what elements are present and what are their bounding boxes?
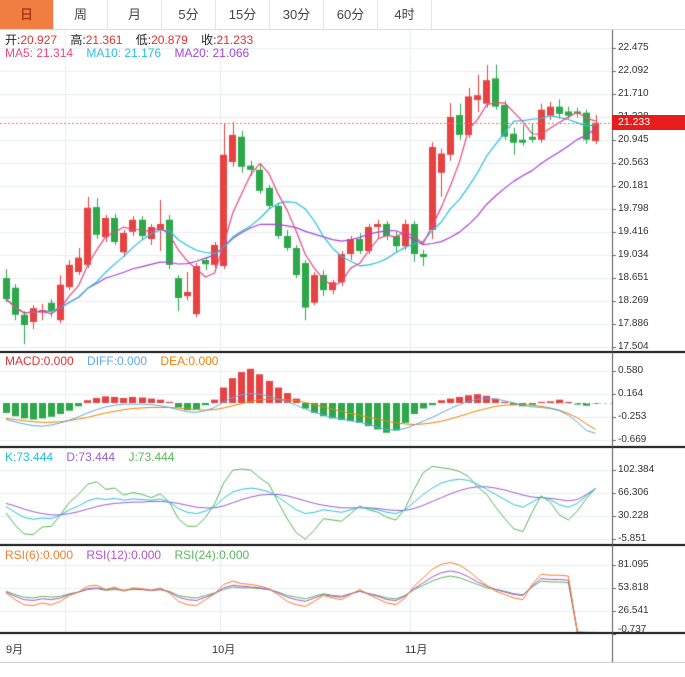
- open-value: 20.927: [20, 33, 58, 47]
- rsi-legend: RSI(6):0.000 RSI(12):0.000 RSI(24):0.000: [5, 548, 259, 562]
- rsi24-value-legend: RSI(24):0.000: [174, 548, 250, 562]
- ma20-legend: MA20: 21.066: [174, 46, 250, 60]
- ma10-legend: MA10: 21.176: [86, 46, 162, 60]
- y-axis-label-kdj: -5.851: [618, 533, 647, 544]
- high-label: 高:: [70, 33, 86, 47]
- low-label: 低:: [135, 33, 152, 47]
- ma-legend: MA5: 21.314 MA10: 21.176 MA20: 21.066: [5, 46, 259, 60]
- high-value: 21.361: [85, 33, 123, 47]
- y-axis-label-rsi: 81.095: [618, 559, 649, 570]
- y-axis-label-price: 19.416: [618, 226, 649, 237]
- timeframe-tab-week[interactable]: 周: [54, 0, 108, 29]
- timeframe-toolbar: 日 周 月 5分 15分 30分 60分 4时: [0, 0, 685, 30]
- current-price-badge: 21.233: [612, 115, 685, 130]
- close-label: 收:: [201, 33, 217, 47]
- timeframe-tab-4hour[interactable]: 4时: [378, 0, 432, 29]
- y-axis-label-price: 19.798: [618, 203, 649, 214]
- open-label: 开:: [5, 33, 21, 47]
- y-axis-label-kdj: 66.306: [618, 487, 649, 498]
- y-axis-label-rsi: -0.737: [618, 624, 647, 635]
- close-value: 21.233: [216, 33, 254, 47]
- j-value-legend: J:73.444: [128, 450, 175, 464]
- timeframe-tab-60min[interactable]: 60分: [324, 0, 378, 29]
- timeframe-tab-15min[interactable]: 15分: [216, 0, 270, 29]
- y-axis-label-price: 17.886: [618, 318, 649, 329]
- ohlc-legend: 开:20.927 高:21.361 低:20.879 收:21.233: [5, 31, 263, 48]
- rsi6-value-legend: RSI(6):0.000: [5, 548, 74, 562]
- y-axis-label-price: 21.710: [618, 88, 649, 99]
- macd-value-legend: MACD:0.000: [5, 354, 74, 368]
- macd-legend: MACD:0.000 DIFF:0.000 DEA:0.000: [5, 354, 228, 368]
- timeframe-tab-month[interactable]: 月: [108, 0, 162, 29]
- y-axis-label-macd: 0.580: [618, 365, 644, 376]
- ma5-legend: MA5: 21.314: [5, 46, 74, 60]
- y-axis-label-price: 20.945: [618, 134, 649, 145]
- k-value-legend: K:73.444: [5, 450, 54, 464]
- chart-canvas[interactable]: [0, 29, 685, 663]
- x-axis-label-month: 9月: [6, 644, 24, 656]
- y-axis-label-price: 18.269: [618, 295, 649, 306]
- x-axis-label-month: 11月: [405, 644, 428, 656]
- low-value: 20.879: [151, 33, 188, 47]
- y-axis-label-macd: -0.669: [618, 433, 647, 445]
- y-axis-label-kdj: 30.228: [618, 510, 649, 521]
- timeframe-tab-5min[interactable]: 5分: [162, 0, 216, 29]
- kdj-legend: K:73.444 D:73.444 J:73.444: [5, 450, 184, 464]
- y-axis-label-price: 22.475: [618, 42, 649, 53]
- y-axis-label-price: 20.563: [618, 157, 649, 168]
- y-axis-label-price: 18.651: [618, 272, 649, 283]
- y-axis-label-macd: -0.253: [618, 410, 647, 422]
- y-axis-label-kdj: 102.384: [618, 464, 655, 475]
- y-axis-label-price: 17.504: [618, 341, 649, 352]
- rsi12-value-legend: RSI(12):0.000: [86, 548, 162, 562]
- y-axis-label-rsi: 53.818: [618, 582, 649, 593]
- x-axis-label-month: 10月: [212, 644, 236, 656]
- diff-value-legend: DIFF:0.000: [87, 354, 148, 368]
- dea-value-legend: DEA:0.000: [160, 354, 219, 368]
- timeframe-tab-day[interactable]: 日: [0, 0, 54, 29]
- y-axis-label-price: 22.092: [618, 65, 649, 76]
- y-axis-label-rsi: 26.541: [618, 605, 649, 616]
- d-value-legend: D:73.444: [66, 450, 116, 464]
- y-axis-label-price: 20.181: [618, 180, 649, 191]
- timeframe-tab-30min[interactable]: 30分: [270, 0, 324, 29]
- y-axis-label-macd: 0.164: [618, 387, 644, 399]
- y-axis-label-price: 19.034: [618, 249, 649, 260]
